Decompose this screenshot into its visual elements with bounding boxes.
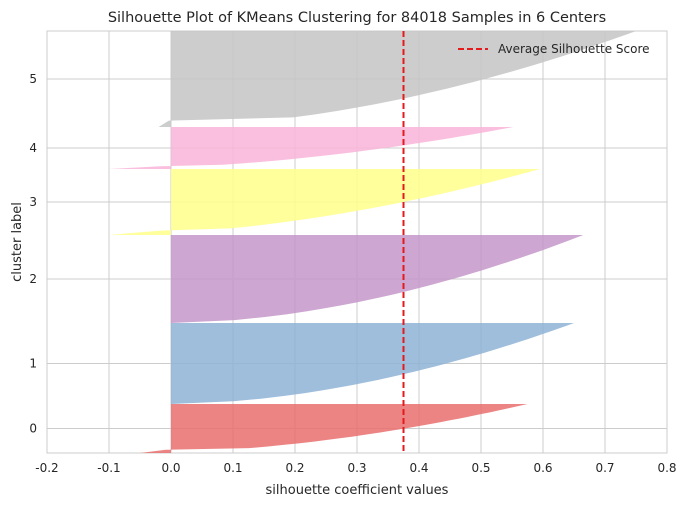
x-tick-label: -0.2 (35, 461, 58, 475)
cluster-1-silhouette (171, 323, 574, 404)
x-tick-label: 0.4 (409, 461, 428, 475)
y-tick-label-0: 0 (29, 422, 37, 436)
x-tick-label: -0.1 (97, 461, 120, 475)
y-tick-label-3: 3 (29, 195, 37, 209)
y-tick-label-1: 1 (29, 357, 37, 371)
x-tick-label: 0.6 (533, 461, 552, 475)
x-tick-labels: -0.2 -0.1 0.0 0.1 0.2 0.3 0.4 0.5 0.6 0.7 0.8 (35, 461, 676, 475)
x-tick-label: 0.3 (347, 461, 366, 475)
cluster-2-silhouette (171, 235, 584, 323)
chart-title: Silhouette Plot of KMeans Clustering for… (108, 10, 606, 26)
y-tick-label-5: 5 (29, 72, 37, 86)
y-tick-labels: 0 1 2 3 4 5 (29, 72, 37, 436)
x-tick-label: 0.5 (471, 461, 490, 475)
cluster-3-silhouette (109, 169, 540, 235)
y-tick-label-2: 2 (29, 272, 37, 286)
legend-label: Average Silhouette Score (498, 42, 650, 56)
y-tick-label-4: 4 (29, 141, 37, 155)
cluster-0-silhouette (140, 404, 528, 453)
legend: Average Silhouette Score (458, 42, 650, 56)
x-tick-label: 0.1 (223, 461, 242, 475)
cluster-4-silhouette (109, 127, 514, 169)
x-tick-label: 0.2 (285, 461, 304, 475)
y-axis-label: cluster label (10, 202, 25, 282)
x-axis-label: silhouette coefficient values (266, 483, 449, 498)
cluster-silhouettes (109, 31, 636, 453)
cluster-5-silhouette (158, 31, 636, 127)
x-tick-label: 0.8 (657, 461, 676, 475)
x-tick-label: 0.7 (595, 461, 614, 475)
x-tick-label: 0.0 (161, 461, 180, 475)
